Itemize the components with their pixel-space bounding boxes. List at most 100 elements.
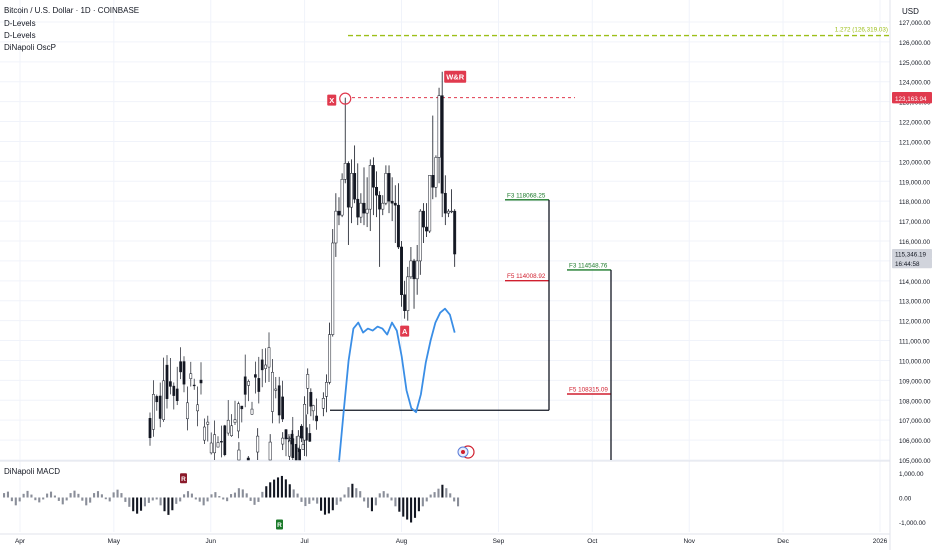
macd-bar [171, 497, 174, 511]
candle-body [196, 404, 199, 412]
macd-bar [347, 487, 350, 498]
event-icon[interactable] [457, 445, 475, 459]
candle-body [230, 425, 233, 437]
price-tag: 16:44:58 [892, 258, 932, 269]
candle-body [325, 382, 328, 397]
candle-body [213, 434, 216, 454]
oscillator-line [338, 307, 456, 463]
macd-bar [406, 497, 409, 520]
macd-bar [402, 497, 405, 517]
candle-body [223, 425, 227, 455]
candle-body [340, 179, 344, 216]
macd-bar [202, 497, 205, 506]
candle-body [321, 398, 325, 409]
macd-bar [233, 492, 237, 498]
macd-bar [457, 497, 460, 507]
candle-body [362, 202, 366, 214]
candle-body [254, 374, 257, 378]
candle-body [199, 379, 203, 384]
candle-body [301, 444, 305, 450]
marker-wr-bg [444, 70, 467, 83]
macd-bar [128, 497, 131, 507]
price-tag-label: 16:44:58 [895, 261, 920, 268]
price-axis[interactable]: 127,000.00 126,000.00 125,000.00 124,000.00… [889, 0, 932, 550]
candle-body [277, 385, 281, 416]
candle-body [328, 334, 332, 383]
candle-body [281, 437, 285, 445]
macd-bar [186, 491, 190, 498]
macd-bar [147, 497, 150, 503]
candle-body [415, 260, 419, 280]
candle-body [400, 246, 403, 296]
candle-body [425, 226, 428, 232]
price-candles [148, 71, 457, 461]
macd-bar [183, 494, 186, 498]
macd-bar [124, 497, 127, 502]
macd-bar [351, 483, 354, 498]
candle-body [247, 381, 250, 386]
symbol-title[interactable]: Bitcoin / U.S. Dollar · 1D · COINBASE [4, 6, 140, 15]
candle-body [350, 173, 353, 208]
candle-body [182, 361, 186, 385]
macd-bar [49, 491, 53, 498]
macd-bar [69, 493, 72, 498]
macd-bar [453, 497, 456, 502]
candle-body [288, 440, 291, 457]
price-tag: 123,163.94 [892, 93, 932, 104]
candle-body [453, 210, 457, 255]
indicator-label-d-levels-2[interactable]: D-Levels [4, 31, 36, 40]
marker-a: A [400, 325, 410, 337]
macd-bar [265, 486, 268, 498]
macd-tick-label: 0.00 [899, 496, 912, 503]
candle-body [384, 173, 388, 204]
candle-body [306, 374, 310, 389]
candle-body [267, 347, 271, 368]
macd-bar [73, 490, 76, 498]
candle-body [450, 210, 454, 213]
macd-bar [386, 493, 389, 498]
macd-bar [190, 493, 193, 498]
macd-bar [249, 497, 252, 501]
price-tag-label: 115,346.19 [895, 252, 927, 259]
candle-body [237, 403, 240, 432]
indicator-label-d-levels-1[interactable]: D-Levels [4, 19, 36, 28]
macd-bar [38, 497, 41, 503]
candle-body [186, 402, 189, 420]
indicator-label-dinapoli-oscp[interactable]: DiNapoli OscP [4, 43, 57, 52]
candle-body [368, 165, 372, 210]
currency-label[interactable]: USD [902, 7, 919, 16]
candle-body [148, 418, 152, 439]
candle-body [365, 208, 369, 214]
candle-body [216, 442, 220, 448]
candle-body [294, 444, 298, 461]
candle-body [192, 384, 196, 387]
candle-body [233, 419, 237, 423]
macd-bar [257, 497, 260, 502]
macd-bar [296, 493, 299, 498]
candle-body [308, 433, 312, 442]
macd-bar [355, 488, 358, 498]
candle-body [268, 441, 272, 461]
macd-bar [284, 479, 287, 498]
macd-bar [343, 494, 346, 498]
time-axis[interactable]: Apr May Jun Jul Aug Sep Oct Nov Dec 2026 [0, 533, 890, 545]
candle-body [431, 175, 435, 188]
macd-bar [245, 493, 248, 498]
candle-body [243, 376, 247, 395]
macd-panel-title[interactable]: DiNapoli MACD [4, 467, 61, 476]
candle-body [309, 392, 313, 407]
candle-body [300, 425, 303, 439]
macd-bar [445, 488, 448, 498]
macd-bar [308, 497, 311, 504]
candle-body [356, 198, 360, 218]
price-tag-bg [892, 249, 932, 260]
candle-body [393, 202, 397, 206]
macd-bar [6, 491, 10, 498]
candle-body [246, 457, 250, 461]
time-tick-label: 2026 [873, 538, 888, 545]
price-tick-label: 112,000.00 [899, 319, 931, 326]
macd-bar [194, 497, 197, 500]
grid-lines [0, 0, 890, 532]
macd-bar [269, 482, 272, 498]
